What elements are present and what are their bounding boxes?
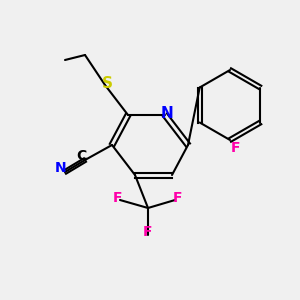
Text: N: N (160, 106, 173, 121)
Text: S: S (101, 76, 112, 91)
Text: C: C (76, 149, 86, 163)
Text: N: N (55, 161, 67, 175)
Text: F: F (173, 191, 183, 205)
Text: F: F (230, 141, 240, 155)
Text: F: F (143, 225, 153, 239)
Text: F: F (112, 191, 122, 205)
